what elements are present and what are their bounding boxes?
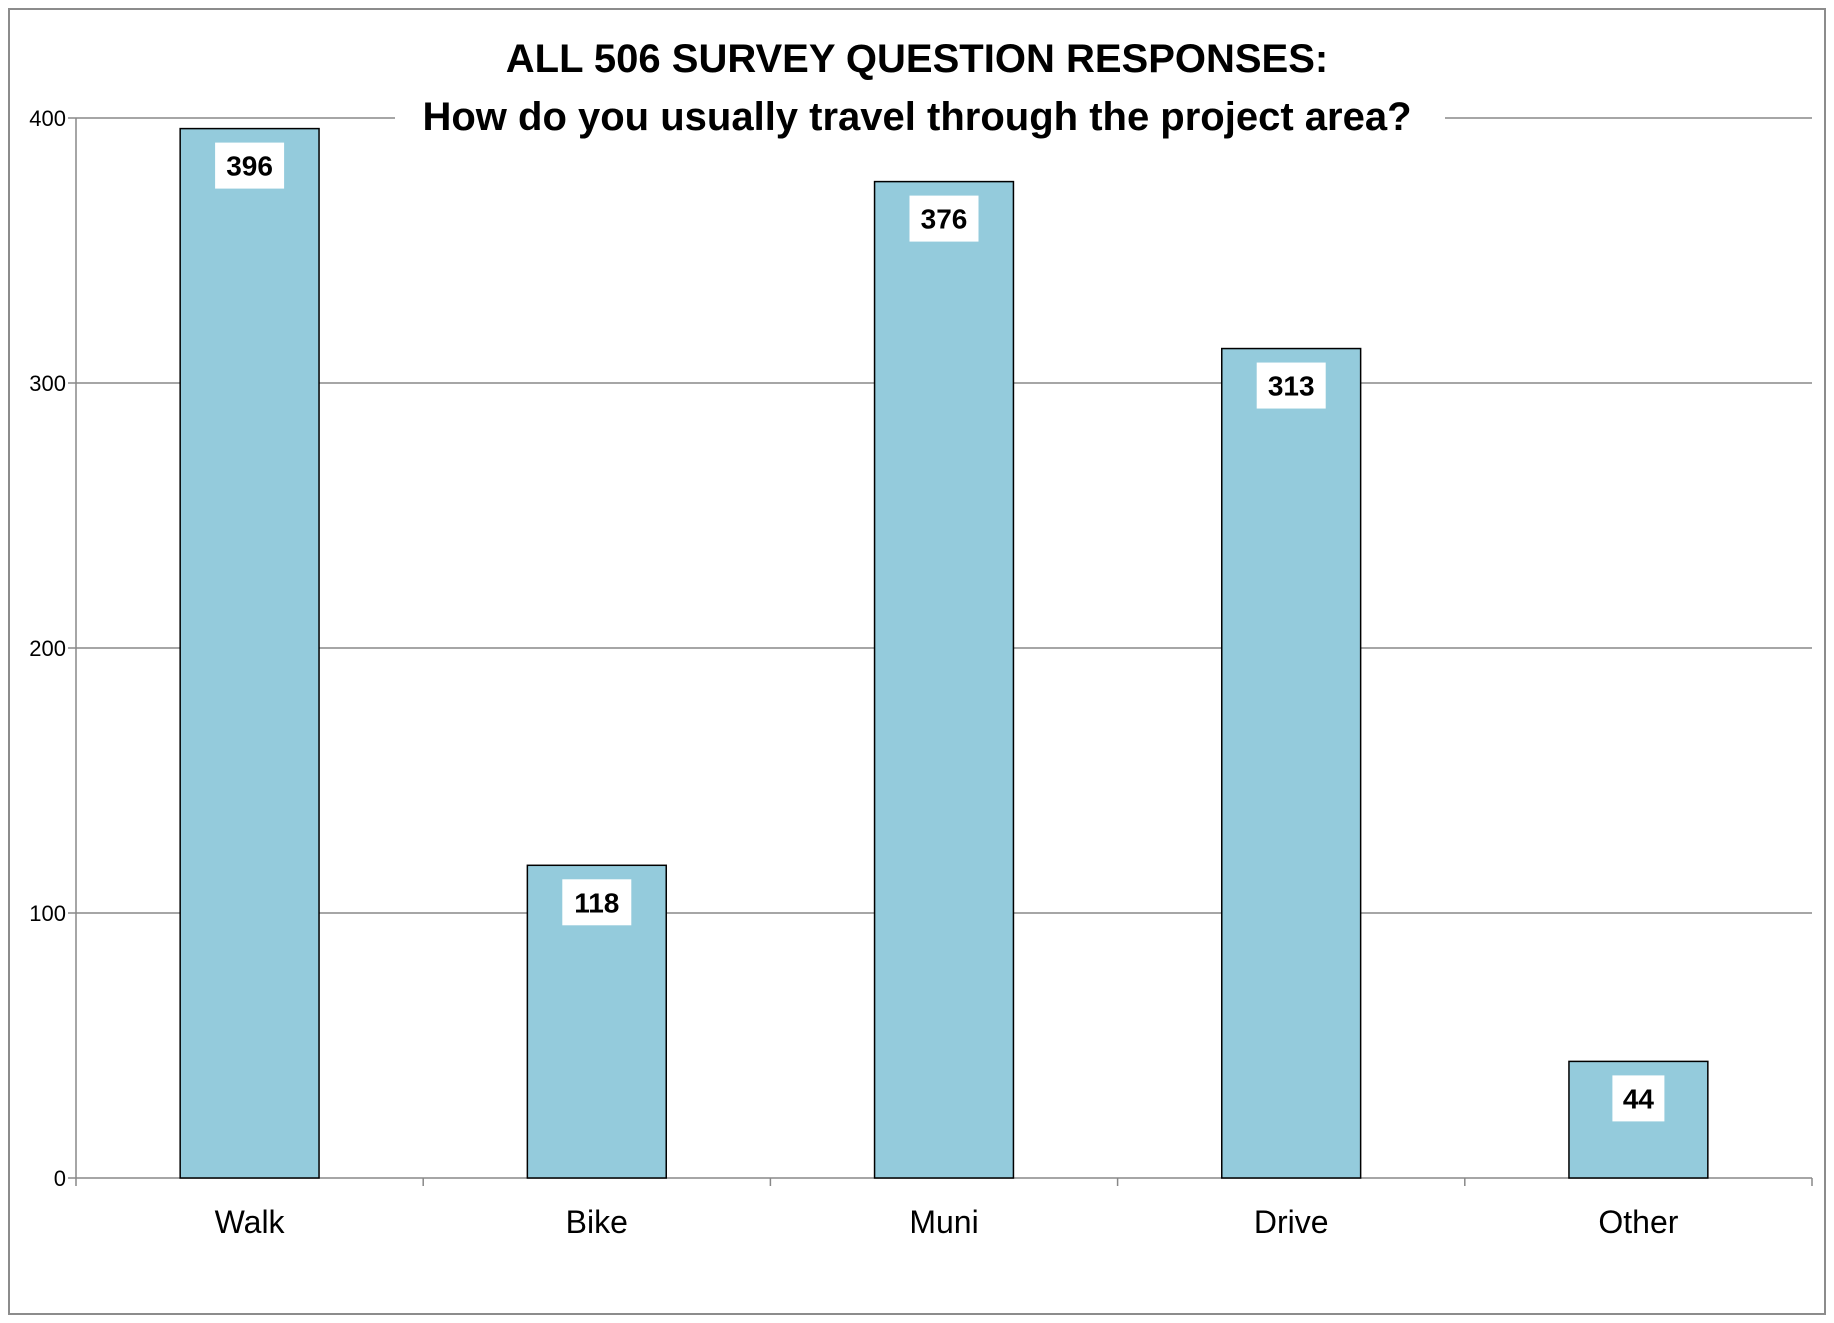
- data-label-bg-drive: [1256, 362, 1326, 409]
- bars: [179, 127, 1709, 1179]
- data-label-other: 44: [1623, 1083, 1655, 1114]
- x-tick-label-walk: Walk: [215, 1204, 286, 1240]
- bar-muni: [873, 180, 1015, 1179]
- data-label-bg-muni: [909, 195, 979, 242]
- data-label-bg-other: [1612, 1075, 1665, 1122]
- data-labels: 396 118 376 313 44: [215, 142, 1665, 1122]
- x-tick-label-muni: Muni: [909, 1204, 978, 1240]
- y-tick-label-100: 100: [29, 901, 66, 926]
- y-tick-label-300: 300: [29, 371, 66, 396]
- chart-subtitle: How do you usually travel through the pr…: [422, 95, 1411, 139]
- y-tick-label-0: 0: [54, 1166, 66, 1191]
- bar-drive: [1221, 347, 1362, 1179]
- data-label-drive: 313: [1268, 371, 1315, 402]
- data-label-walk: 396: [226, 151, 273, 182]
- data-label-bg-walk: [215, 142, 285, 189]
- axes: 0 100 200 300 400 Walk Bike Muni Drive Other: [29, 106, 1813, 1240]
- data-label-muni: 376: [921, 204, 968, 235]
- chart-title: ALL 506 SURVEY QUESTION RESPONSES:: [506, 37, 1328, 81]
- bar-walk: [179, 127, 320, 1179]
- data-label-bg-bike: [562, 879, 632, 926]
- x-tick-label-other: Other: [1598, 1204, 1678, 1240]
- y-tick-label-400: 400: [29, 106, 66, 131]
- title-background: [395, 30, 1445, 142]
- data-label-bike: 118: [574, 887, 619, 918]
- x-tick-label-drive: Drive: [1254, 1204, 1329, 1240]
- x-tick-label-bike: Bike: [566, 1204, 628, 1240]
- y-tick-label-200: 200: [29, 636, 66, 661]
